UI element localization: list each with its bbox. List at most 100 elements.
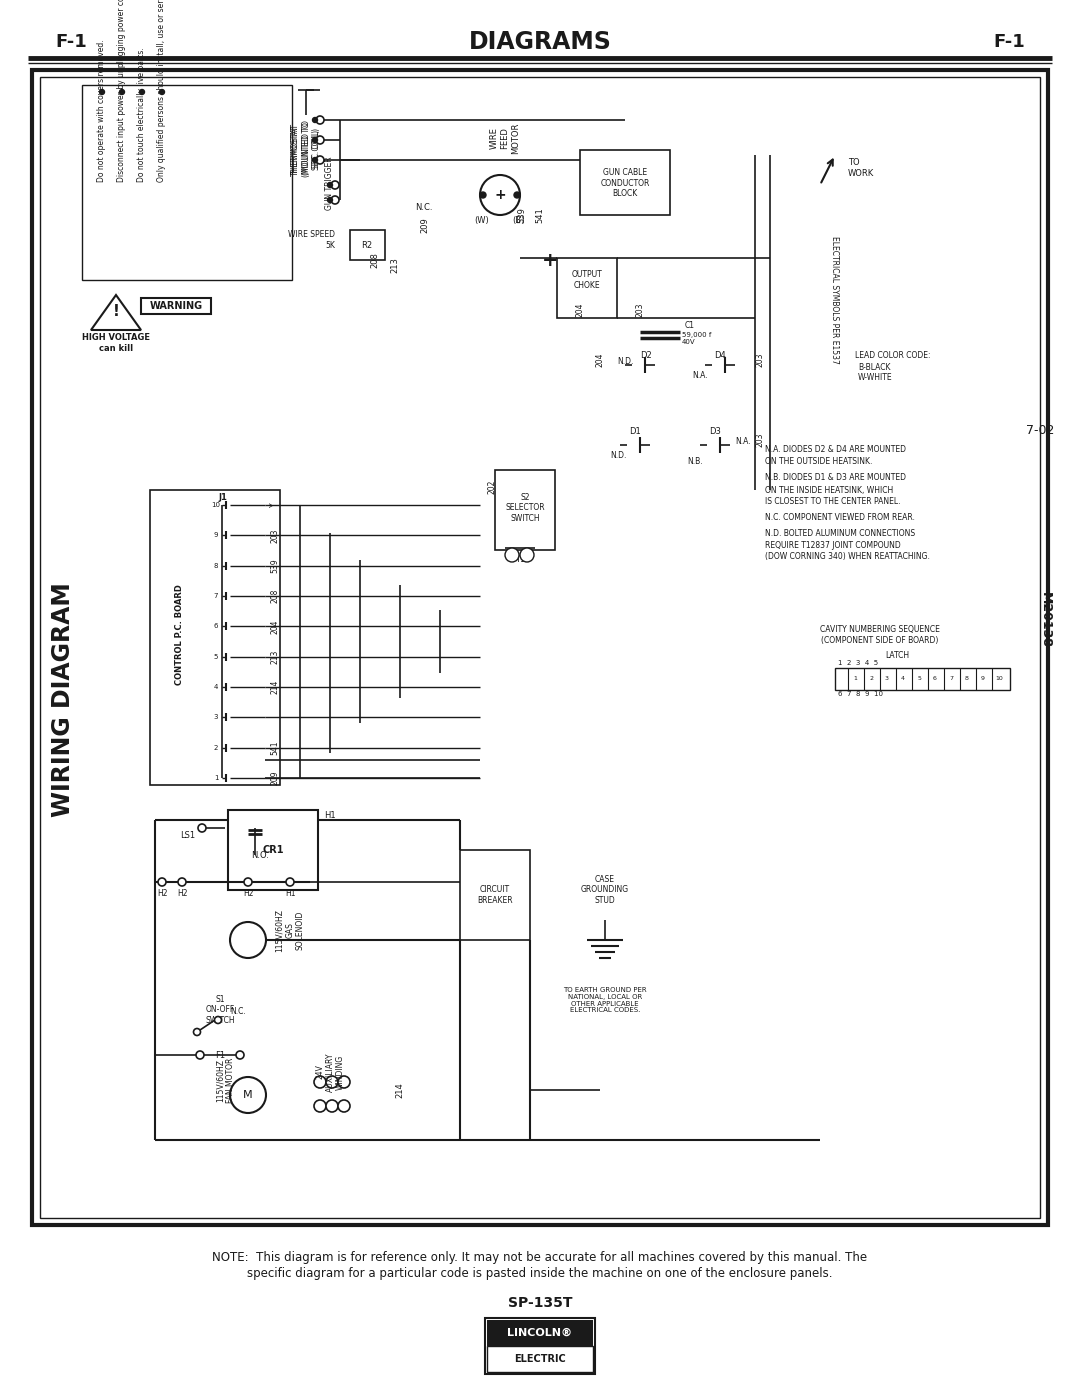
Text: F-1: F-1 [994,34,1025,52]
Circle shape [316,136,324,144]
Text: 2: 2 [869,676,873,682]
Text: TO EARTH GROUND PER
NATIONAL, LOCAL OR
OTHER APPLICABLE
ELECTRICAL CODES.: TO EARTH GROUND PER NATIONAL, LOCAL OR O… [563,986,647,1013]
Text: N.C.: N.C. [230,1007,246,1017]
Circle shape [158,877,166,886]
Circle shape [327,197,333,203]
Text: CASE
GROUNDING
STUD: CASE GROUNDING STUD [581,875,629,905]
Text: 209: 209 [270,771,279,785]
Circle shape [338,1099,350,1112]
Text: 213: 213 [390,257,399,272]
Circle shape [338,1076,350,1088]
Text: IS CLOSEST TO THE CENTER PANEL.: IS CLOSEST TO THE CENTER PANEL. [765,497,901,507]
Circle shape [160,89,164,95]
Text: 203: 203 [756,353,765,367]
Text: 539: 539 [270,559,279,573]
Circle shape [244,877,252,886]
Text: LATCH: LATCH [885,651,909,659]
Text: B-BLACK: B-BLACK [858,363,891,373]
Text: WARNING: WARNING [149,300,203,312]
Text: +: + [495,189,505,203]
Circle shape [519,548,534,562]
Text: ELECTRICAL SYMBOLS PER E1537: ELECTRICAL SYMBOLS PER E1537 [831,236,839,365]
Text: D2: D2 [640,351,651,359]
Text: TO
WORK: TO WORK [848,158,874,177]
Bar [495,469,555,550]
Text: 7-02: 7-02 [1026,423,1054,436]
Text: ____________: ____________ [507,1308,573,1317]
Text: Disconnect input power by unplugging power cord before servicing.: Disconnect input power by unplugging pow… [118,0,126,182]
Text: N.O.: N.O. [251,851,269,859]
Text: 214: 214 [395,1083,405,1098]
Text: 208: 208 [270,588,279,604]
Circle shape [480,191,486,198]
Text: CONTROL P.C. BOARD: CONTROL P.C. BOARD [175,584,185,686]
Text: 204: 204 [270,619,279,634]
Text: 7: 7 [949,676,953,682]
Text: REQUIRE T12837 JOINT COMPOUND: REQUIRE T12837 JOINT COMPOUND [765,541,901,549]
Text: (W): (W) [474,215,489,225]
Text: D3: D3 [710,427,721,436]
Text: 9: 9 [214,532,218,538]
Circle shape [316,116,324,124]
Text: ELECTRIC: ELECTRIC [514,1354,566,1363]
Circle shape [230,1077,266,1113]
Text: 7: 7 [214,592,218,599]
Text: !: ! [112,305,120,320]
Text: GUN TRIGGER: GUN TRIGGER [325,156,335,210]
Text: NOTE:  This diagram is for reference only. It may not be accurate for all machin: NOTE: This diagram is for reference only… [213,1252,867,1264]
Circle shape [312,158,318,162]
Text: CR1: CR1 [262,845,284,855]
Text: LEAD COLOR CODE:: LEAD COLOR CODE: [855,351,931,359]
Bar [150,490,280,785]
Text: 541: 541 [270,740,279,754]
Bar [580,149,670,215]
Text: 115V/60HZ
GAS
SOLENOID: 115V/60HZ GAS SOLENOID [275,908,305,951]
Text: 6: 6 [214,623,218,629]
Text: H1: H1 [285,890,295,898]
Text: 204: 204 [576,303,584,317]
Text: N.A. DIODES D2 & D4 ARE MOUNTED: N.A. DIODES D2 & D4 ARE MOUNTED [765,446,906,454]
Polygon shape [712,358,725,373]
Text: CIRCUIT
BREAKER: CIRCUIT BREAKER [477,886,513,905]
Circle shape [286,877,294,886]
Text: 2: 2 [214,745,218,750]
Circle shape [198,824,206,833]
Text: R2: R2 [362,240,373,250]
Text: 115V/60HZ
FAN MOTOR: 115V/60HZ FAN MOTOR [215,1058,234,1102]
Text: 202: 202 [487,479,497,495]
Text: T1: T1 [515,556,525,564]
Circle shape [514,191,519,198]
Text: 1: 1 [214,775,218,781]
Text: 8: 8 [214,563,218,569]
Text: (B): (B) [512,215,524,225]
Text: 203: 203 [270,528,279,542]
Text: GUN CABLE
CONDUCTOR
BLOCK: GUN CABLE CONDUCTOR BLOCK [600,168,650,198]
Bar [835,668,1010,690]
Text: 1  2  3  4  5: 1 2 3 4 5 [838,659,878,666]
Text: C1: C1 [685,320,696,330]
Text: WIRE
FEED
MOTOR: WIRE FEED MOTOR [490,123,519,154]
Text: 6  7  8  9  10: 6 7 8 9 10 [838,692,883,697]
Text: HIGH VOLTAGE
can kill: HIGH VOLTAGE can kill [82,334,150,352]
Circle shape [330,196,339,204]
Text: Y: Y [270,503,279,507]
Text: (DOW CORNING 340) WHEN REATTACHING.: (DOW CORNING 340) WHEN REATTACHING. [765,552,930,562]
Text: H2: H2 [157,890,167,898]
Text: LS1: LS1 [180,830,195,840]
Circle shape [505,548,519,562]
Bar [487,1345,593,1372]
Text: +: + [542,250,558,270]
Bar [32,70,1048,1225]
Text: LINCOLN®: LINCOLN® [508,1329,572,1338]
Circle shape [99,89,105,95]
Circle shape [314,1076,326,1088]
Text: 8: 8 [966,676,969,682]
Circle shape [139,89,145,95]
Text: SP-135T: SP-135T [508,1296,572,1310]
Polygon shape [627,437,640,453]
Circle shape [314,1099,326,1112]
Text: N.C.: N.C. [415,203,432,211]
Text: N.D.: N.D. [617,358,633,366]
Text: OUTPUT
CHOKE: OUTPUT CHOKE [571,270,603,289]
Text: WIRE SPEED
5K: WIRE SPEED 5K [288,231,335,250]
